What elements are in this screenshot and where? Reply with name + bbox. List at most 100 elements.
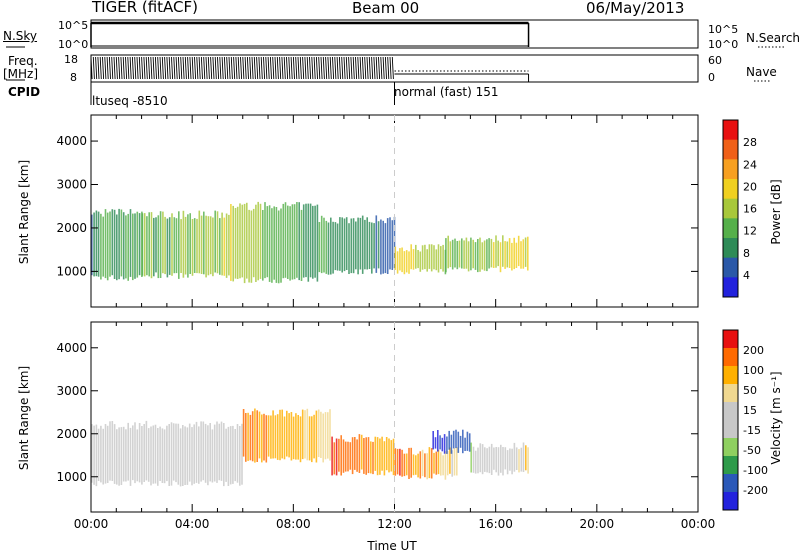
power-band-5-cell [458, 240, 461, 268]
velocity-band-1-cell [324, 412, 327, 460]
velocity-band-0-cell [116, 429, 118, 485]
velocity-band-3-cell [415, 455, 417, 475]
power-band-2-cell [271, 208, 273, 283]
power-band-2-cell [307, 203, 310, 282]
power-band-1-cell [184, 216, 187, 275]
power-band-4-cell [394, 246, 397, 270]
velocity-band-4-cell [450, 434, 453, 454]
velocity-band-3-cell [437, 449, 440, 475]
power-band-0-cell [104, 209, 107, 279]
velocity-band-0-cell [93, 425, 95, 485]
velocity-colorbar-cell [723, 456, 738, 475]
power-band-1-cell [148, 212, 150, 277]
velocity-band-0-cell [118, 427, 120, 486]
velocity-band-1-cell [281, 409, 283, 459]
velocity-band-2-cell [376, 437, 379, 476]
velocity-band-0-cell [225, 428, 227, 482]
velocity-band-5-cell [509, 448, 511, 471]
velocity-band-1-cell [242, 409, 245, 457]
velocity-band-0-cell [232, 425, 234, 484]
power-band-3-cell [386, 218, 389, 274]
velocity-band-1-cell [251, 411, 254, 462]
velocity-band-5-cell [515, 447, 518, 470]
power-scatter [91, 201, 529, 284]
velocity-band-3-cell [430, 448, 433, 479]
power-band-4-cell [396, 251, 399, 274]
velocity-band-2-cell [338, 438, 340, 472]
velocity-band-0-cell [157, 428, 159, 486]
nsky-label: N.Sky [3, 29, 38, 43]
velocity-band-4-cell [446, 436, 448, 454]
velocity-band-5-cell [502, 447, 504, 476]
power-band-3-cell [364, 219, 366, 270]
velocity-band-4-cell [457, 431, 460, 453]
velocity-band-5-cell [500, 444, 502, 473]
velocity-band-1-cell [276, 414, 279, 460]
power-band-1-cell [146, 216, 148, 276]
velocity-band-1-cell [317, 409, 320, 457]
power-band-1-cell [196, 218, 198, 274]
velocity-band-5-cell [506, 450, 509, 475]
velocity-band-2-cell [349, 442, 352, 470]
velocity-band-5-cell [513, 442, 516, 472]
velocity-band-0-cell [184, 426, 186, 485]
velocity-band-1-cell [265, 415, 268, 463]
velocity-colorbar-cell [723, 474, 738, 493]
power-band-3-cell [368, 221, 371, 269]
power-band-5-cell [508, 238, 511, 268]
velocity-band-1-cell [329, 409, 331, 461]
velocity-colorbar-cell [723, 330, 738, 349]
nsearch-label: N.Search [746, 31, 800, 45]
velocity-band-0-cell [143, 424, 145, 482]
velocity-band-1-cell [315, 410, 318, 463]
beam-label: Beam 00 [352, 0, 420, 17]
velocity-band-5-cell [479, 443, 482, 473]
velocity-yticks: 1000 2000 3000 4000 [56, 322, 699, 512]
nsky-tick-top: 10^5 [58, 19, 89, 32]
velocity-band-1-cell [286, 410, 288, 457]
power-band-1-cell [173, 217, 176, 274]
velocity-band-0-cell [236, 424, 239, 483]
power-band-0-cell [95, 210, 98, 277]
power-band-1-cell [178, 211, 180, 279]
date-label: 06/May/2013 [586, 0, 685, 17]
power-band-4-cell [419, 251, 422, 272]
velocity-band-3-cell [442, 455, 444, 476]
velocity-band-0-cell [120, 427, 123, 485]
velocity-band-4-cell [459, 435, 462, 448]
power-colorbar-cell [723, 238, 738, 259]
power-band-4-cell [442, 244, 444, 272]
power-band-2-cell [284, 202, 287, 278]
power-colorbar-tick: 20 [743, 180, 757, 193]
power-band-3-cell [320, 215, 323, 274]
power-band-1-cell [221, 212, 223, 276]
velocity-band-1-cell [263, 413, 265, 461]
nsearch-tick-bottom: 10^0 [708, 38, 739, 51]
velocity-band-2-cell [392, 438, 395, 476]
power-band-5-cell [511, 242, 513, 271]
freq-trace [90, 56, 394, 80]
velocity-band-0-cell [102, 428, 104, 485]
power-colorbar-tick: 8 [743, 247, 750, 260]
power-band-1-cell [159, 211, 162, 278]
velocity-band-0-cell [175, 423, 177, 483]
power-band-2-cell [250, 210, 253, 283]
velocity-band-2-cell [367, 437, 370, 474]
power-band-1-cell [198, 210, 201, 274]
power-band-2-cell [234, 208, 237, 279]
velocity-band-3-cell [412, 454, 415, 476]
power-band-0-cell [102, 216, 104, 277]
power-band-2-cell [232, 205, 234, 282]
velocity-band-2-cell [370, 441, 372, 474]
velocity-band-1-cell [245, 413, 247, 462]
velocity-band-0-cell [182, 425, 184, 486]
velocity-band-4-cell [452, 430, 455, 449]
power-band-1-cell [175, 218, 178, 274]
velocity-band-0-cell [97, 428, 100, 481]
power-band-3-cell [377, 221, 380, 269]
velocity-band-4-cell [464, 437, 466, 451]
power-band-2-cell [314, 205, 316, 278]
power-colorbar-tick: 28 [743, 136, 757, 149]
power-colorbar-cell [723, 198, 738, 219]
power-colorbar-tick: 12 [743, 225, 757, 238]
